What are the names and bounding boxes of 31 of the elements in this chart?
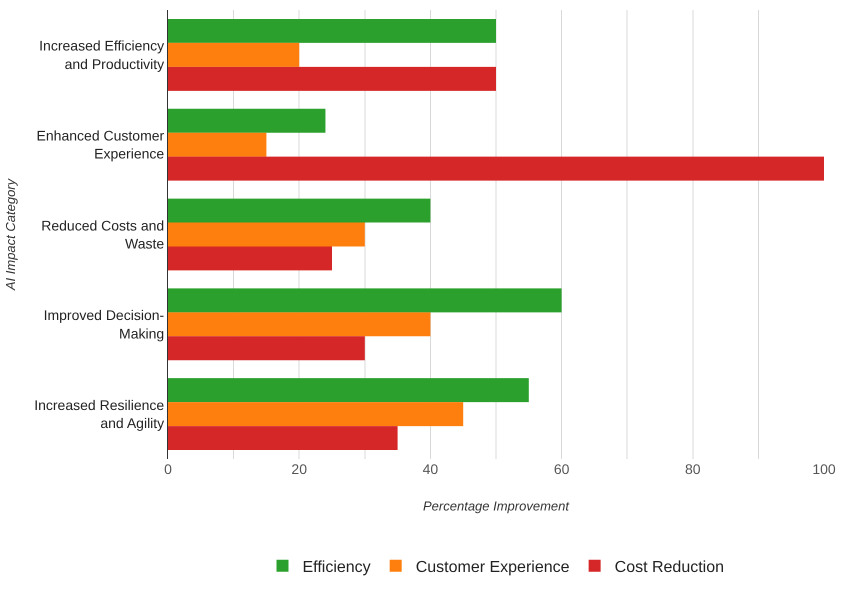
bar [168, 288, 562, 312]
bar [168, 156, 824, 181]
y-tick-label: Enhanced Customer Experience [36, 128, 165, 162]
bar [168, 222, 365, 246]
x-tick-label: 60 [554, 461, 570, 477]
bar [168, 402, 464, 426]
bar [168, 132, 266, 157]
x-tick-label: 80 [685, 461, 701, 477]
legend-label: Customer Experience [416, 558, 570, 576]
x-axis-title: Percentage Improvement [423, 498, 570, 514]
y-tick-label: Increased Resilience and Agility [34, 396, 164, 432]
bar [168, 246, 332, 270]
bar [168, 198, 430, 223]
x-tick-label: 20 [291, 461, 308, 477]
bar [168, 312, 430, 336]
bar [168, 378, 529, 402]
x-tick-label: 100 [812, 461, 836, 477]
bar [168, 108, 326, 133]
bar [168, 42, 300, 67]
bar [168, 66, 496, 91]
y-axis-title: AI Impact Category [3, 177, 18, 292]
y-tick-label: Reduced Costs and Waste [41, 217, 164, 252]
bar [168, 18, 496, 43]
bar [168, 426, 398, 450]
x-tick-label: 0 [164, 461, 172, 477]
legend-label: Efficiency [302, 558, 371, 576]
x-tick-label: 40 [422, 461, 438, 477]
y-tick-label: Increased Efficiency and Productivity [39, 38, 164, 72]
y-tick-label: Improved Decision-Making [44, 307, 165, 342]
legend-label: Cost Reduction [614, 558, 724, 576]
bar [168, 336, 365, 360]
